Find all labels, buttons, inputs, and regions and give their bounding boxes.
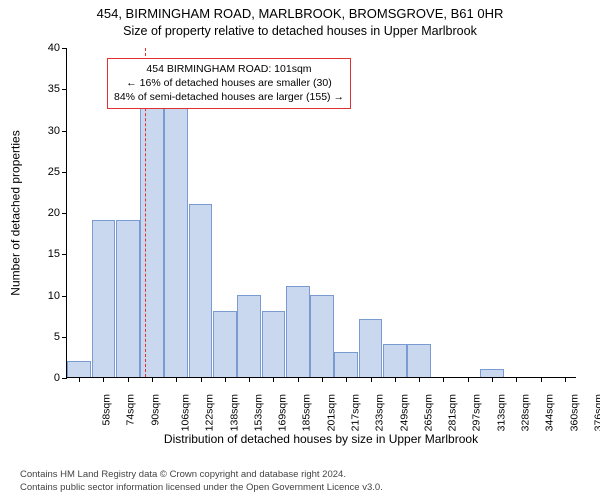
histogram-bar	[310, 295, 334, 378]
annotation-line: 84% of semi-detached houses are larger (…	[114, 90, 344, 104]
y-tick	[62, 378, 67, 379]
x-tick	[103, 377, 104, 382]
x-tick	[273, 377, 274, 382]
x-tick-label: 138sqm	[228, 394, 240, 431]
x-tick-label: 122sqm	[204, 394, 216, 431]
y-tick	[62, 172, 67, 173]
x-tick	[176, 377, 177, 382]
x-tick-label: 344sqm	[544, 394, 556, 431]
histogram-bar	[407, 344, 431, 377]
x-tick	[443, 377, 444, 382]
histogram-bar	[213, 311, 237, 377]
histogram-bar	[262, 311, 286, 377]
x-tick	[201, 377, 202, 382]
x-tick-label: 281sqm	[447, 394, 459, 431]
x-tick-label: 313sqm	[495, 394, 507, 431]
footer-attribution: Contains HM Land Registry data © Crown c…	[20, 469, 383, 494]
histogram-bar	[286, 286, 310, 377]
x-tick	[395, 377, 396, 382]
property-size-chart: 454, BIRMINGHAM ROAD, MARLBROOK, BROMSGR…	[0, 0, 600, 500]
x-tick	[516, 377, 517, 382]
x-tick	[541, 377, 542, 382]
histogram-bar	[237, 295, 261, 378]
y-tick	[62, 337, 67, 338]
histogram-bar	[67, 361, 91, 378]
histogram-bar	[480, 369, 504, 377]
y-tick-label: 25	[32, 166, 60, 178]
histogram-bar	[92, 220, 116, 377]
annotation-box: 454 BIRMINGHAM ROAD: 101sqm← 16% of deta…	[107, 58, 351, 109]
x-tick-label: 233sqm	[374, 394, 386, 431]
plot-area: 454 BIRMINGHAM ROAD: 101sqm← 16% of deta…	[66, 48, 576, 378]
x-tick	[225, 377, 226, 382]
footer-line-1: Contains HM Land Registry data © Crown c…	[20, 469, 383, 481]
x-tick-label: 265sqm	[422, 394, 434, 431]
y-tick-label: 5	[32, 331, 60, 343]
annotation-line: ← 16% of detached houses are smaller (30…	[114, 76, 344, 90]
y-tick-label: 10	[32, 290, 60, 302]
x-tick	[79, 377, 80, 382]
x-tick-label: 153sqm	[252, 394, 264, 431]
x-tick-label: 217sqm	[349, 394, 361, 431]
x-tick	[371, 377, 372, 382]
x-tick	[419, 377, 420, 382]
x-tick	[298, 377, 299, 382]
chart-title-sub: Size of property relative to detached ho…	[0, 24, 600, 38]
x-tick-label: 185sqm	[301, 394, 313, 431]
histogram-bar	[189, 204, 213, 377]
footer-line-2: Contains public sector information licen…	[20, 482, 383, 494]
y-tick	[62, 213, 67, 214]
y-tick	[62, 296, 67, 297]
y-tick-label: 35	[32, 83, 60, 95]
y-tick-label: 0	[32, 372, 60, 384]
x-tick	[346, 377, 347, 382]
x-tick-label: 249sqm	[398, 394, 410, 431]
x-tick-label: 376sqm	[592, 394, 600, 431]
y-tick-label: 15	[32, 248, 60, 260]
histogram-bar	[383, 344, 407, 377]
y-tick	[62, 89, 67, 90]
y-tick	[62, 48, 67, 49]
x-axis-label: Distribution of detached houses by size …	[66, 432, 576, 446]
histogram-bar	[334, 352, 358, 377]
x-tick-label: 201sqm	[325, 394, 337, 431]
x-tick	[322, 377, 323, 382]
x-tick-label: 297sqm	[471, 394, 483, 431]
histogram-bar	[116, 220, 140, 377]
histogram-bar	[164, 105, 188, 377]
x-tick-label: 328sqm	[519, 394, 531, 431]
y-tick	[62, 131, 67, 132]
y-tick-label: 40	[32, 42, 60, 54]
x-tick	[468, 377, 469, 382]
x-tick-label: 169sqm	[277, 394, 289, 431]
x-tick	[565, 377, 566, 382]
x-tick	[249, 377, 250, 382]
histogram-bar	[140, 105, 164, 377]
x-tick-label: 106sqm	[179, 394, 191, 431]
y-tick	[62, 254, 67, 255]
x-tick	[492, 377, 493, 382]
x-tick	[152, 377, 153, 382]
x-tick	[128, 377, 129, 382]
x-tick-label: 360sqm	[568, 394, 580, 431]
x-tick-label: 90sqm	[149, 394, 161, 426]
y-tick-label: 30	[32, 125, 60, 137]
chart-title-main: 454, BIRMINGHAM ROAD, MARLBROOK, BROMSGR…	[0, 6, 600, 21]
annotation-line: 454 BIRMINGHAM ROAD: 101sqm	[114, 62, 344, 76]
y-tick-label: 20	[32, 207, 60, 219]
x-tick-label: 74sqm	[125, 394, 137, 426]
histogram-bar	[359, 319, 383, 377]
y-axis-label: Number of detached properties	[6, 48, 26, 378]
x-tick-label: 58sqm	[101, 394, 113, 426]
